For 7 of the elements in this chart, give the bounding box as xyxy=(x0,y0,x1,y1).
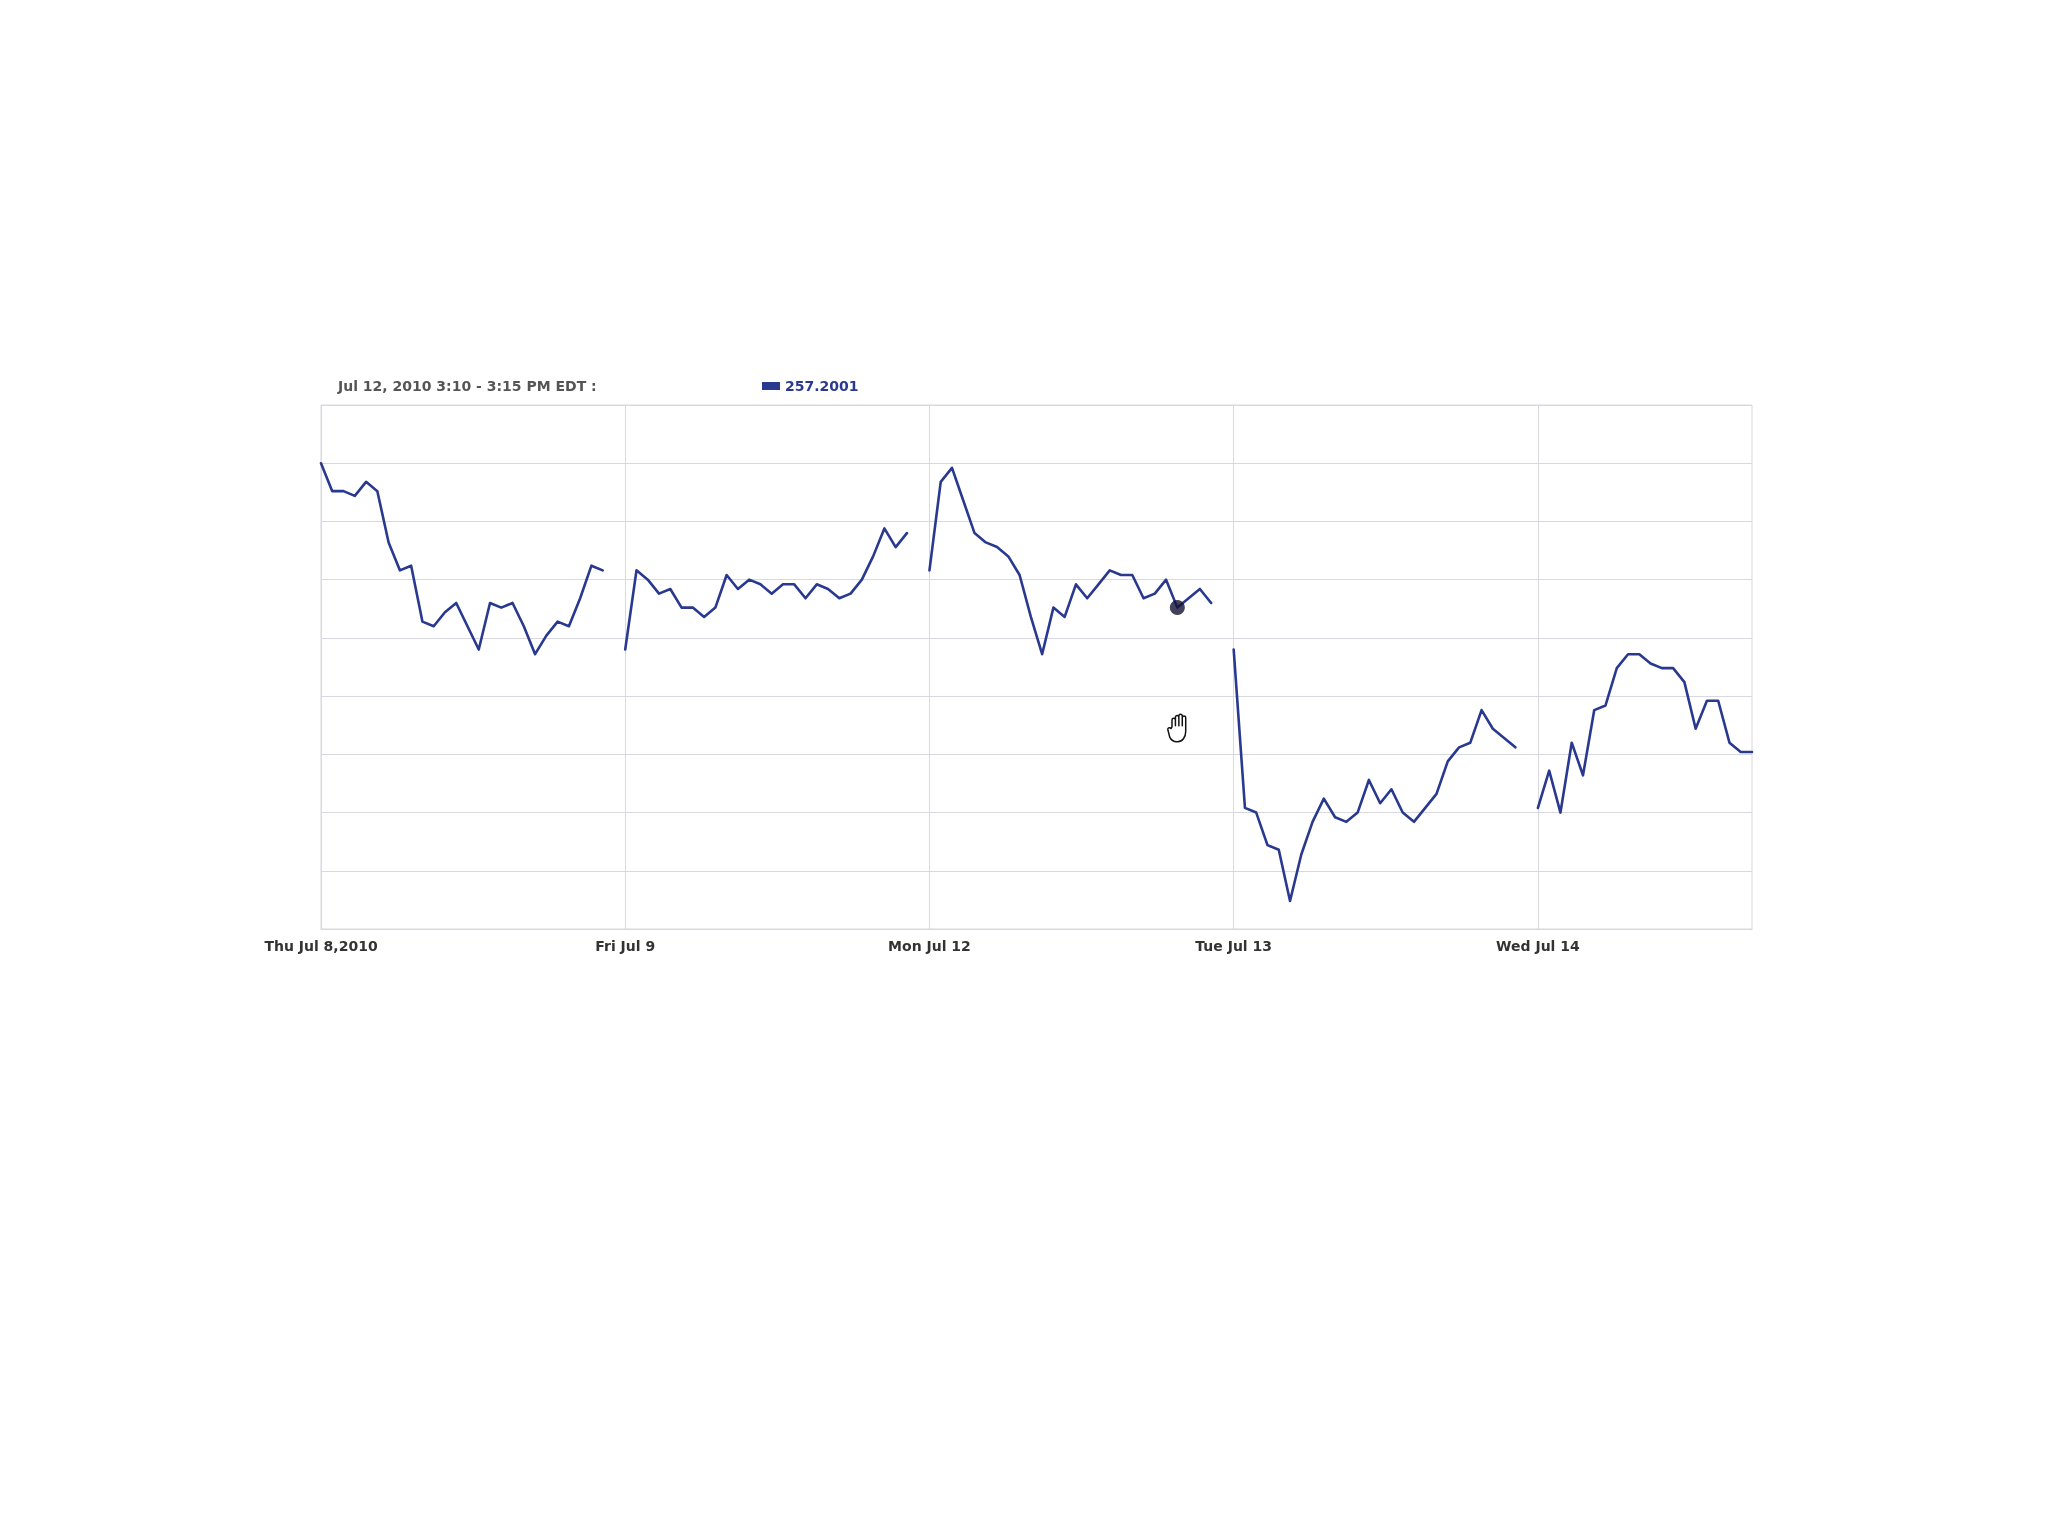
x-tick-label: Wed Jul 14 xyxy=(1496,938,1580,954)
x-tick-label: Fri Jul 9 xyxy=(595,938,656,954)
x-tick-label: Thu Jul 8,2010 xyxy=(264,938,378,954)
chart-title: Jul 12, 2010 3:10 - 3:15 PM EDT : xyxy=(337,378,597,394)
x-tick-label: Tue Jul 13 xyxy=(1195,938,1273,954)
x-tick-label: Mon Jul 12 xyxy=(888,938,971,954)
legend-label: 257.2001 xyxy=(785,378,859,394)
